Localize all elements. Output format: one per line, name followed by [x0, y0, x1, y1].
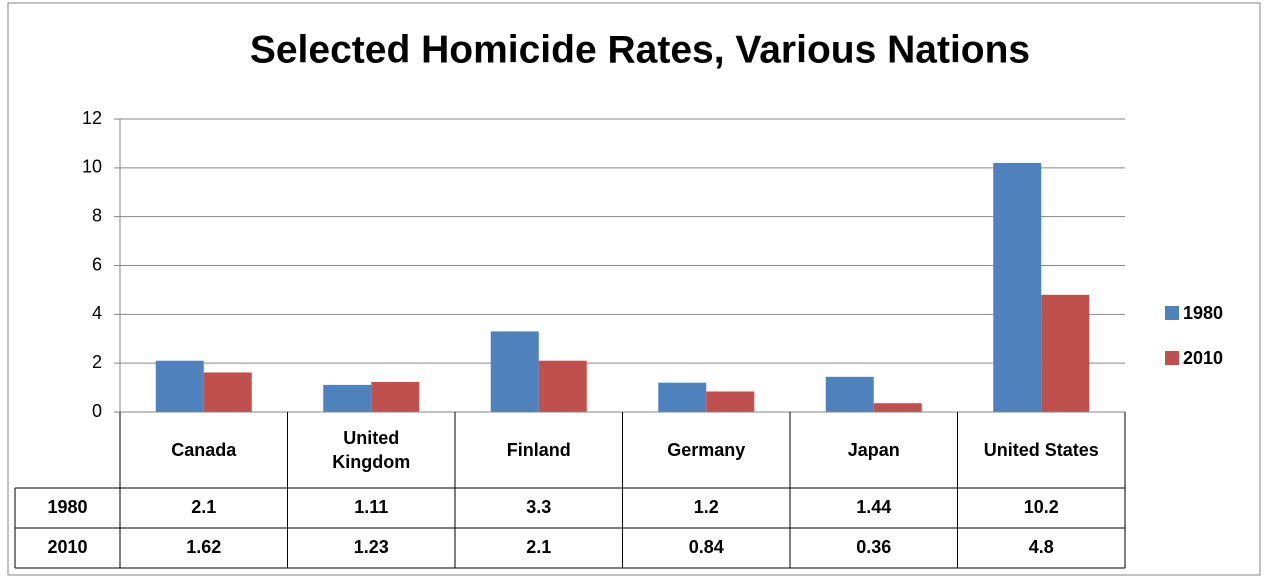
- bar: [658, 382, 707, 412]
- chart-border: [7, 2, 1261, 576]
- legend-swatch: [1165, 306, 1179, 320]
- legend-label: 2010: [1183, 348, 1223, 368]
- bar: [873, 403, 922, 412]
- x-tick-label-wrap: Japan: [790, 412, 958, 488]
- bar: [706, 391, 755, 412]
- bar: [538, 360, 587, 412]
- y-tick-label: 6: [92, 254, 102, 274]
- chart-title: Selected Homicide Rates, Various Nations: [250, 28, 1030, 71]
- y-tick-label: 4: [92, 303, 102, 323]
- bar: [825, 376, 874, 412]
- y-tick-label: 12: [82, 108, 102, 128]
- table-row-label: 1980: [47, 497, 87, 517]
- x-tick-label: Canada: [171, 439, 237, 460]
- table-value: 4.8: [1029, 537, 1054, 557]
- x-tick-label: Finland: [506, 439, 571, 460]
- legend-swatch: [1165, 351, 1179, 365]
- x-tick-label-box: Germany: [623, 412, 791, 488]
- y-tick-label: 10: [82, 157, 102, 177]
- bar: [490, 331, 539, 412]
- table-value: 10.2: [1024, 497, 1059, 517]
- bar: [371, 381, 420, 412]
- x-tick-label-box: Japan: [790, 412, 958, 488]
- table-value: 0.84: [689, 537, 724, 557]
- table-value: 1.62: [186, 537, 221, 557]
- table-row-label: 2010: [47, 537, 87, 557]
- x-tick-label: United States: [983, 439, 1099, 460]
- x-tick-label-box: Finland: [455, 412, 623, 488]
- table-value: 2.1: [191, 497, 216, 517]
- table-value: 1.11: [354, 497, 388, 517]
- x-tick-label-wrap: Canada: [120, 412, 288, 488]
- table-value: 1.23: [354, 537, 389, 557]
- table-value: 3.3: [526, 497, 551, 517]
- legend-label: 1980: [1183, 303, 1223, 323]
- x-tick-label: Japan: [847, 439, 900, 460]
- y-tick-label: 2: [92, 352, 102, 372]
- y-tick-label: 0: [92, 401, 102, 421]
- bar: [203, 372, 252, 412]
- x-tick-label-box: United Kingdom: [288, 412, 456, 488]
- bar: [993, 162, 1042, 412]
- bar: [323, 384, 372, 412]
- x-tick-label-box: United States: [958, 412, 1126, 488]
- x-tick-label-wrap: Finland: [455, 412, 623, 488]
- x-tick-label: Germany: [667, 439, 746, 460]
- x-tick-label: United Kingdom: [332, 427, 411, 472]
- x-tick-label-wrap: United States: [958, 412, 1126, 488]
- y-tick-label: 8: [92, 205, 102, 225]
- x-tick-label-box: Canada: [120, 412, 288, 488]
- table-value: 1.44: [856, 497, 891, 517]
- x-tick-label-wrap: United Kingdom: [288, 412, 456, 488]
- table-value: 2.1: [526, 537, 551, 557]
- table-value: 0.36: [856, 537, 891, 557]
- bar: [1041, 294, 1090, 412]
- x-tick-label-wrap: Germany: [623, 412, 791, 488]
- bar: [155, 360, 204, 412]
- table-value: 1.2: [694, 497, 719, 517]
